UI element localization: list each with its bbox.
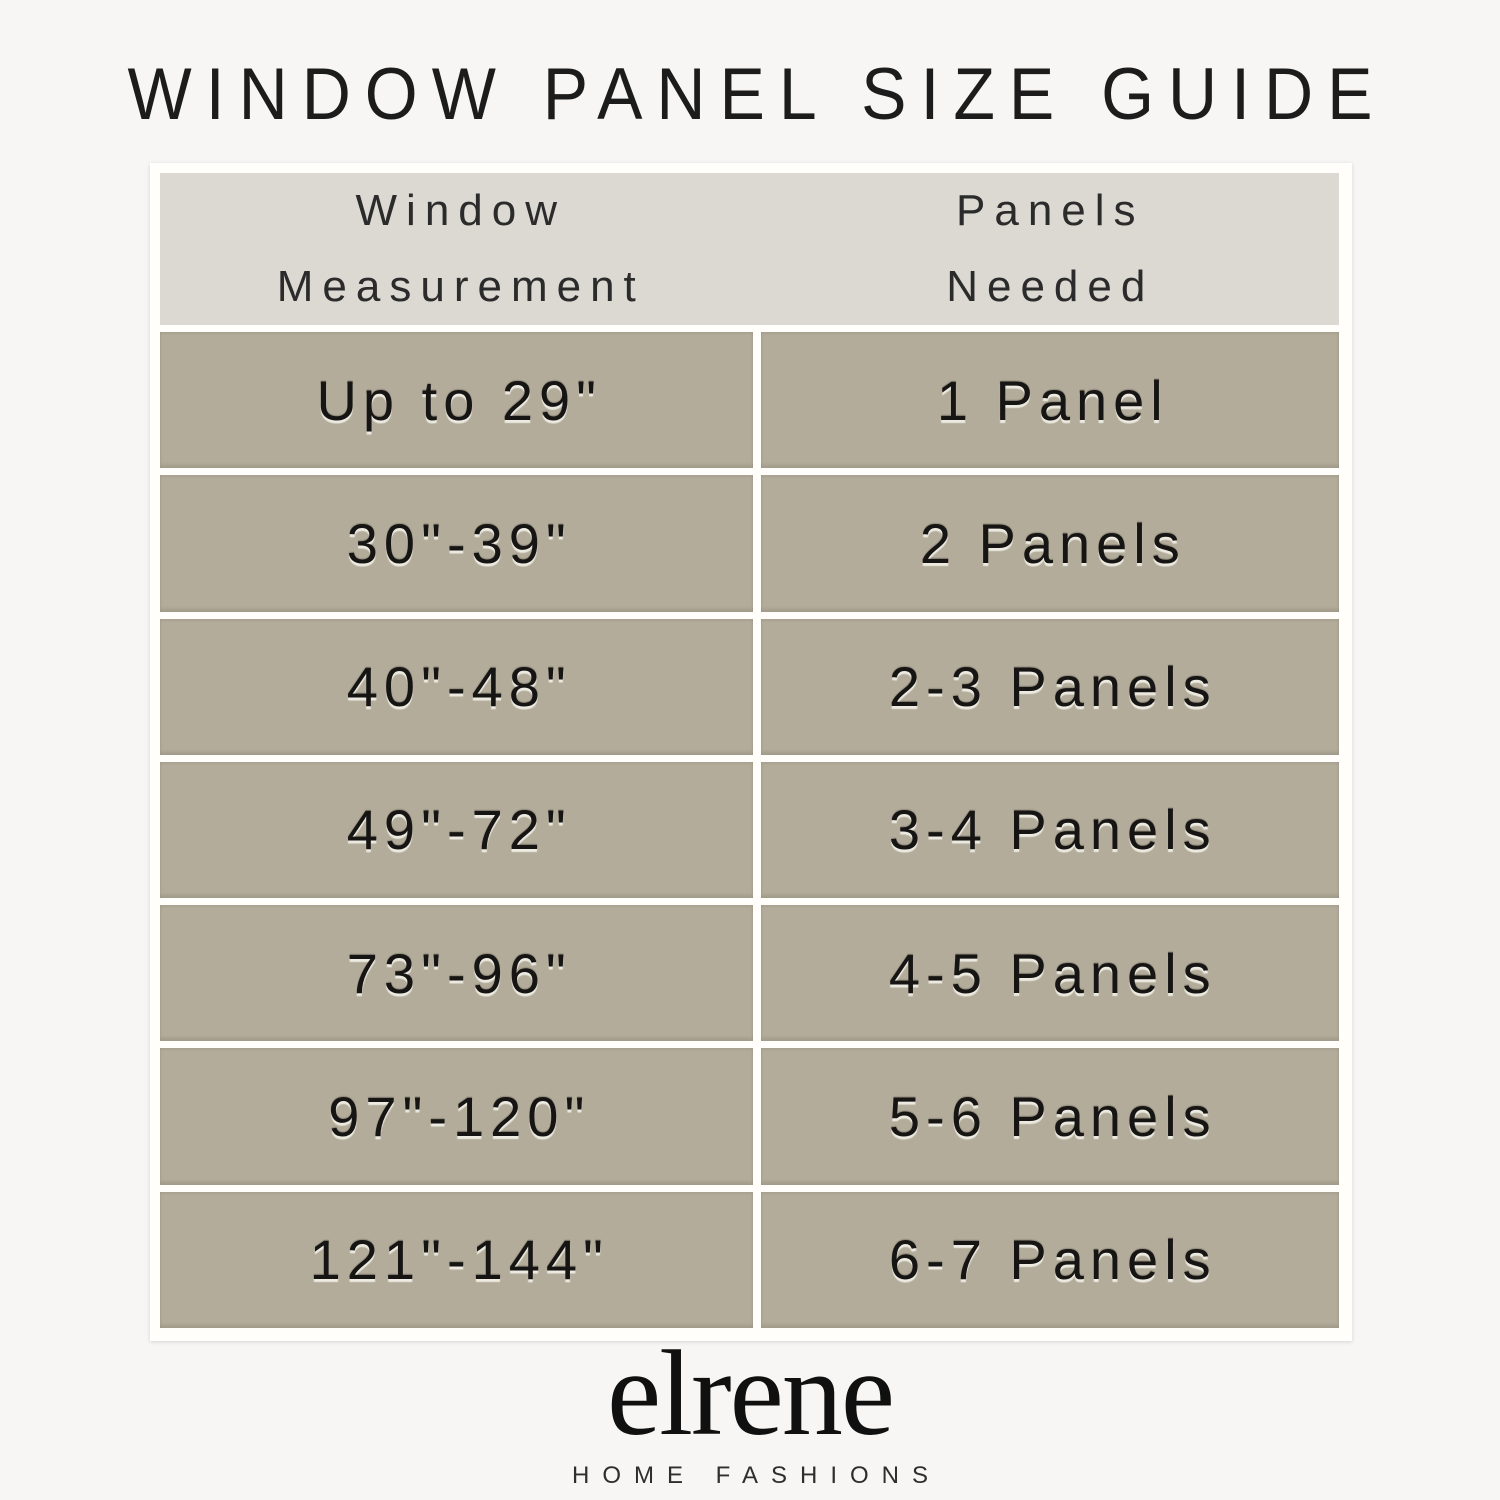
size-guide-table: Window Measurement Panels Needed Up to 2…	[150, 163, 1352, 1341]
page-title: WINDOW PANEL SIZE GUIDE	[127, 53, 1387, 136]
header-line: Panels	[956, 186, 1145, 236]
brand-logo-elrene: elrene	[607, 1326, 895, 1461]
panels-cell: 6-7 Panels	[760, 1191, 1339, 1328]
panels-cell: 3-4 Panels	[760, 761, 1339, 899]
panels-cell: 2-3 Panels	[760, 618, 1339, 755]
panels-cell: 1 Panel	[760, 332, 1339, 469]
panels-cell: 2 Panels	[760, 475, 1339, 612]
table-header-row: Window Measurement Panels Needed	[160, 173, 1339, 325]
table-row: 30"-39" 2 Panels	[160, 475, 1339, 612]
measurement-cell: 121"-144"	[160, 1191, 753, 1328]
measurement-cell: 40"-48"	[160, 618, 753, 755]
column-header-panels-needed: Panels Needed	[753, 173, 1339, 325]
header-line: Window	[355, 186, 567, 236]
brand-tagline: HOME FASHIONS	[571, 1461, 942, 1489]
measurement-cell: Up to 29"	[160, 332, 753, 469]
panels-cell: 5-6 Panels	[760, 1048, 1339, 1185]
measurement-cell: 73"-96"	[160, 905, 753, 1042]
measurement-cell: 30"-39"	[160, 475, 753, 612]
header-line: Measurement	[276, 262, 645, 311]
table-row: 49"-72" 3-4 Panels	[160, 761, 1339, 899]
table-row: 40"-48" 2-3 Panels	[160, 618, 1339, 755]
table-row: Up to 29" 1 Panel	[160, 332, 1339, 469]
table-row: 73"-96" 4-5 Panels	[160, 905, 1339, 1042]
panels-cell: 4-5 Panels	[760, 905, 1339, 1042]
measurement-cell: 49"-72"	[160, 761, 753, 899]
measurement-cell: 97"-120"	[160, 1048, 753, 1185]
column-header-window-measurement: Window Measurement	[160, 173, 753, 325]
table-row: 97"-120" 5-6 Panels	[160, 1048, 1339, 1185]
table-row: 121"-144" 6-7 Panels	[160, 1191, 1339, 1328]
brand-block: elrene HOME FASHIONS	[0, 1326, 1500, 1490]
header-line: Needed	[946, 262, 1155, 311]
